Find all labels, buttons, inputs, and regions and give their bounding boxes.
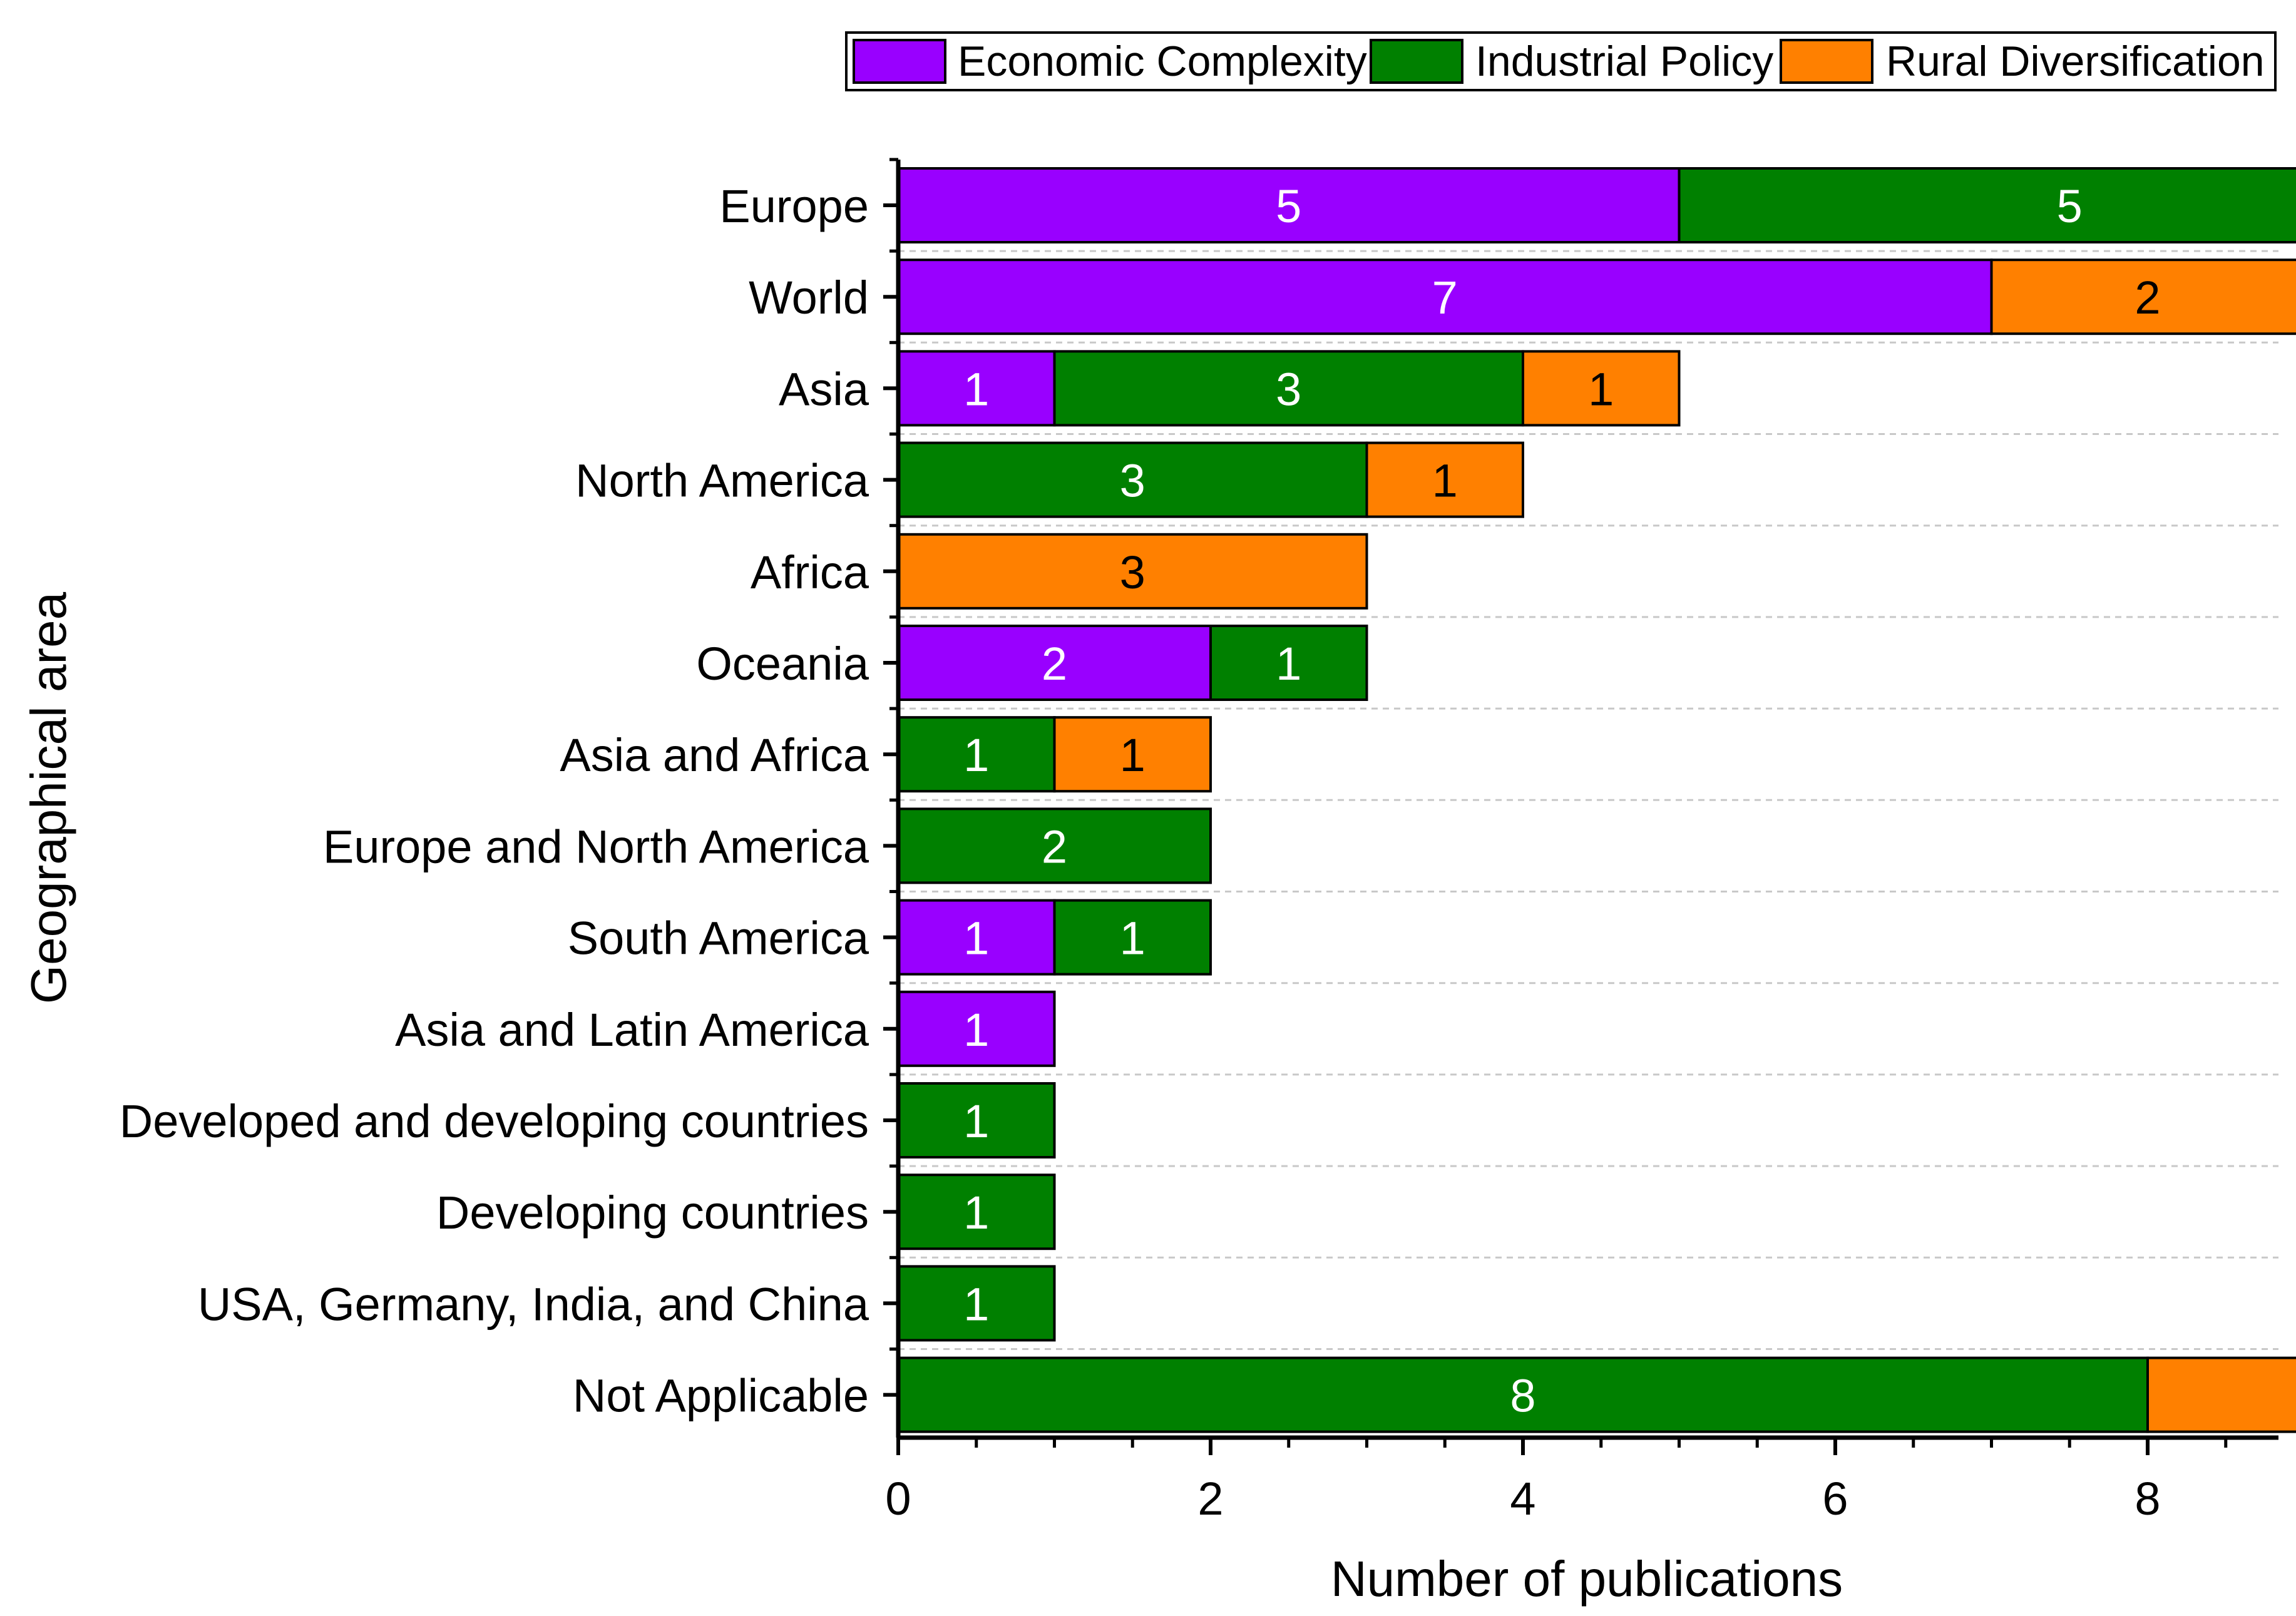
bar-segment xyxy=(2146,1356,2296,1433)
bar-segment xyxy=(897,1265,1056,1342)
y-tick-label: Europe xyxy=(719,180,869,232)
legend: Economic Complexity Industrial Policy Rura… xyxy=(845,31,2277,91)
bar-value-label: 1 xyxy=(963,913,989,964)
y-tick-label: Asia and Latin America xyxy=(395,1004,869,1056)
bar-segment xyxy=(897,533,1368,610)
bar-value-label: 2 xyxy=(1042,821,1067,872)
x-tick-labels: 0246810121416 xyxy=(885,1473,2160,1525)
bar-value-label: 1 xyxy=(1432,455,1458,507)
legend-swatch xyxy=(853,39,946,84)
bar-segment xyxy=(897,716,1056,793)
x-tick-label: 8 xyxy=(2135,1473,2160,1525)
bar-value-label: 1 xyxy=(963,363,989,415)
x-tick-label: 4 xyxy=(1510,1473,1535,1525)
y-tick-label: South America xyxy=(568,913,869,964)
bar-value-label: 1 xyxy=(1588,363,1614,415)
bar-segment xyxy=(1522,350,1681,427)
axes xyxy=(883,158,2278,1455)
y-tick-label: Asia and Africa xyxy=(560,729,869,781)
bar-segment xyxy=(897,1082,1056,1158)
bar-segment xyxy=(897,1174,1056,1250)
bars: 552721313132111211111188 xyxy=(897,167,2296,1433)
bar-value-label: 3 xyxy=(1120,455,1145,507)
x-tick-label: 0 xyxy=(885,1473,911,1525)
x-tick-label: 6 xyxy=(1822,1473,1848,1525)
y-tick-label: Europe and North America xyxy=(323,821,869,872)
bar-value-label: 5 xyxy=(2057,180,2083,232)
y-tick-label: Developed and developing countries xyxy=(120,1095,869,1147)
grid-lines xyxy=(898,250,2278,1350)
bar-value-label: 8 xyxy=(1510,1370,1535,1422)
legend-label: Economic Complexity xyxy=(958,38,1367,85)
bar-segment xyxy=(1053,350,1524,427)
bar-segment xyxy=(897,441,1368,518)
bar-value-label: 7 xyxy=(1432,272,1458,324)
bar-segment xyxy=(897,1356,2149,1433)
legend-swatch xyxy=(1780,39,1873,84)
bar-value-label: 1 xyxy=(963,1187,989,1239)
legend-swatch xyxy=(1370,39,1463,84)
y-axis-title: Geographical area xyxy=(21,591,76,1004)
bar-segment xyxy=(1678,167,2296,243)
bar-value-label: 1 xyxy=(963,729,989,781)
bar-value-label: 1 xyxy=(1120,913,1145,964)
y-tick-label: World xyxy=(749,272,869,324)
x-axis-title: Number of publications xyxy=(1331,1551,1843,1607)
bar-segment xyxy=(897,990,1056,1067)
y-tick-label: Africa xyxy=(751,546,869,598)
bar-segment xyxy=(1365,441,1524,518)
bar-value-label: 1 xyxy=(963,1278,989,1330)
bar-value-label: 5 xyxy=(1276,180,1301,232)
legend-label: Industrial Policy xyxy=(1475,38,1773,85)
bar-value-label: 1 xyxy=(963,1095,989,1147)
y-tick-labels: Europe World Asia North America Africa Oceani… xyxy=(120,180,869,1422)
y-tick-label: Not Applicable xyxy=(573,1370,869,1422)
y-tick-label: Asia xyxy=(779,363,869,415)
y-tick-label: Oceania xyxy=(696,638,869,690)
bar-segment xyxy=(1053,899,1212,976)
bar-value-label: 1 xyxy=(1276,638,1301,690)
y-tick-label: USA, Germany, India, and China xyxy=(198,1278,869,1330)
bar-value-label: 2 xyxy=(2135,272,2160,324)
bar-segment xyxy=(897,807,1212,884)
y-tick-label: North America xyxy=(575,455,869,507)
y-tick-label: Developing countries xyxy=(436,1187,869,1239)
bar-value-label: 3 xyxy=(1276,363,1301,415)
bar-value-label: 2 xyxy=(1042,638,1067,690)
bar-segment xyxy=(897,899,1056,976)
bar-value-label: 3 xyxy=(1120,546,1145,598)
legend-label: Rural Diversification xyxy=(1886,38,2265,85)
x-tick-label: 2 xyxy=(1197,1473,1223,1525)
bar-segment xyxy=(1990,258,2296,335)
bar-value-label: 1 xyxy=(963,1004,989,1056)
bar-segment xyxy=(1053,716,1212,793)
legend-frame xyxy=(845,31,2277,91)
bar-value-label: 1 xyxy=(1120,729,1145,781)
bar-segment xyxy=(1209,625,1368,701)
